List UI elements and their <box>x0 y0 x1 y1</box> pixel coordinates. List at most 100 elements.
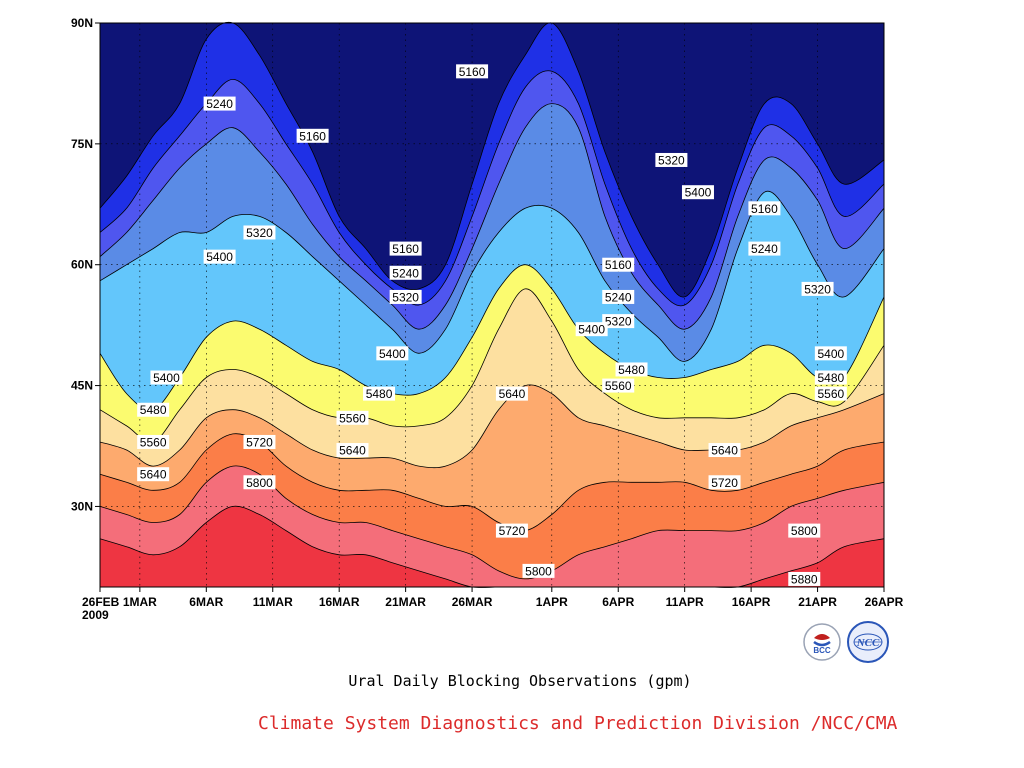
contour-label: 5320 <box>801 281 834 296</box>
contour-label-text: 5720 <box>711 476 738 490</box>
contour-label-text: 5880 <box>791 572 818 586</box>
bcc-logo-text: BCC <box>813 646 831 655</box>
contour-label-text: 5800 <box>246 476 273 490</box>
contour-label: 5240 <box>748 241 781 256</box>
contour-label: 5320 <box>655 152 688 167</box>
x-tick-label: 6APR <box>602 595 634 609</box>
contour-label: 5560 <box>602 378 635 393</box>
contour-line-5560 <box>99 288 885 443</box>
y-tick-label: 75N <box>71 137 93 151</box>
contour-label: 5640 <box>336 443 369 458</box>
contour-label: 5800 <box>522 563 555 578</box>
contour-label: 5160 <box>456 64 489 79</box>
contour-label: 5480 <box>363 386 396 401</box>
contour-fills <box>100 22 884 588</box>
contour-label: 5880 <box>788 571 821 586</box>
contour-label: 5160 <box>602 257 635 272</box>
contour-line-5400 <box>99 190 885 362</box>
contour-label-text: 5560 <box>339 411 366 425</box>
contour-label-text: 5480 <box>817 371 844 385</box>
contour-label-text: 5400 <box>153 371 180 385</box>
contour-label-text: 5800 <box>791 524 818 538</box>
x-tick-label: 26MAR <box>452 595 493 609</box>
contour-label-text: 5320 <box>804 282 831 296</box>
contour-label-text: 5160 <box>299 129 326 143</box>
contour-label-text: 5400 <box>578 323 605 337</box>
contour-label-text: 5320 <box>605 315 632 329</box>
contour-label-text: 5400 <box>206 250 233 264</box>
contour-label: 5480 <box>137 402 170 417</box>
contour-label: 5160 <box>296 128 329 143</box>
grid-lines <box>100 23 884 587</box>
x-tick-label: 26APR <box>865 595 904 609</box>
x-tick-label: 21MAR <box>385 595 426 609</box>
contour-line-5720 <box>99 433 885 532</box>
contour-label-text: 5400 <box>817 347 844 361</box>
x-tick-label: 11APR <box>666 595 704 609</box>
y-tick-label: 60N <box>71 258 93 272</box>
x-tick-label: 26FEB <box>82 595 120 609</box>
contour-label-text: 5720 <box>246 435 273 449</box>
contour-label-text: 5480 <box>366 387 393 401</box>
contour-label-text: 5560 <box>605 379 632 393</box>
contour-label-text: 5800 <box>525 564 552 578</box>
y-axis: 90N 75N 60N 45N 30N <box>71 16 100 513</box>
contour-label-text: 5480 <box>140 403 167 417</box>
contour-label-text: 5240 <box>751 242 778 256</box>
x-axis: 26FEB 1MAR 6MAR 11MAR 16MAR 21MAR 26MAR 1APR 6AP… <box>82 587 904 622</box>
contour-line-5800 <box>99 465 885 580</box>
contour-label-text: 5240 <box>605 290 632 304</box>
credit-line: Climate System Diagnostics and Predictio… <box>258 713 898 734</box>
contour-line-5480 <box>99 264 885 411</box>
contour-label: 5240 <box>389 265 422 280</box>
ncc-logo: NCC <box>847 621 889 663</box>
contour-label: 5400 <box>150 370 183 385</box>
contour-label-text: 5560 <box>140 435 167 449</box>
contour-label: 5160 <box>748 201 781 216</box>
x-tick-label: 11MAR <box>253 595 293 609</box>
contour-chart: 5160 5160 5160 5160 5160 5240 5240 5240 5240 5320… <box>71 16 904 622</box>
contour-label-text: 5240 <box>206 97 233 111</box>
contour-label: 5720 <box>708 475 741 490</box>
contour-line-5240 <box>99 70 885 307</box>
contour-label: 5480 <box>615 362 648 377</box>
contour-label-text: 5320 <box>658 153 685 167</box>
contour-label-text: 5160 <box>751 202 778 216</box>
contour-label: 5640 <box>708 443 741 458</box>
ncc-logo-text: NCC <box>856 637 880 649</box>
contour-label: 5720 <box>243 434 276 449</box>
contour-fill-5880 <box>100 506 884 588</box>
contour-label-text: 5320 <box>392 290 419 304</box>
chart-x-label: Ural Daily Blocking Observations (gpm) <box>348 672 692 690</box>
contour-label-text: 5720 <box>499 524 526 538</box>
logos: BCC NCC <box>800 620 900 664</box>
contour-label-text: 5320 <box>246 226 273 240</box>
contour-label: 5640 <box>495 386 528 401</box>
contour-label: 5720 <box>495 523 528 538</box>
contour-label: 5800 <box>243 475 276 490</box>
contour-label-text: 5160 <box>459 65 486 79</box>
contour-label: 5400 <box>575 322 608 337</box>
contour-label-text: 5640 <box>711 444 738 458</box>
contour-label: 5560 <box>336 410 369 425</box>
x-tick-label: 21APR <box>798 595 837 609</box>
x-tick-label: 6MAR <box>189 595 223 609</box>
contour-label-text: 5400 <box>379 347 406 361</box>
contour-label-text: 5160 <box>605 258 632 272</box>
contour-label-text: 5640 <box>499 387 526 401</box>
bcc-logo: BCC <box>803 623 841 661</box>
contour-label: 5640 <box>137 467 170 482</box>
x-tick-label: 1APR <box>536 595 568 609</box>
contour-label: 5160 <box>389 241 422 256</box>
contour-line-5320 <box>99 103 885 330</box>
contour-label: 5240 <box>203 96 236 111</box>
contour-label: 5320 <box>389 289 422 304</box>
contour-label: 5400 <box>681 185 714 200</box>
y-tick-label: 90N <box>71 16 93 30</box>
x-tick-label: 1MAR <box>123 595 157 609</box>
y-tick-label: 45N <box>71 379 93 393</box>
contour-label: 5240 <box>602 289 635 304</box>
contour-label-text: 5240 <box>392 266 419 280</box>
contour-label-text: 5560 <box>817 387 844 401</box>
contour-label: 5400 <box>376 346 409 361</box>
